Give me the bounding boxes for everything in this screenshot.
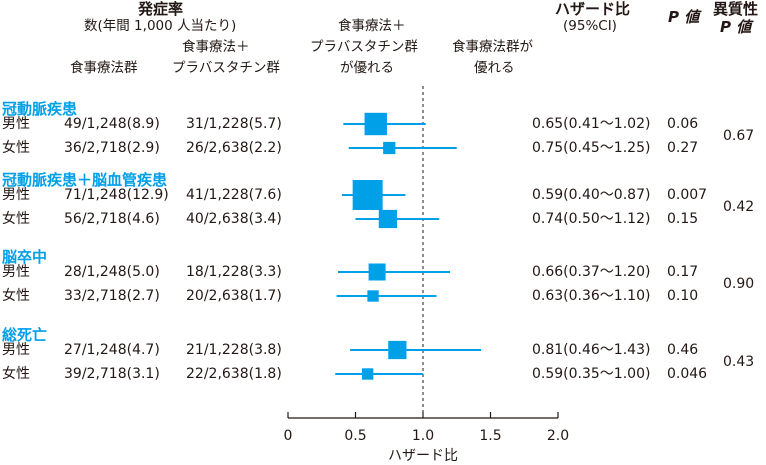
hazard-ratio-value: 0.81(0.46～1.43) [532,342,651,358]
hr-point-marker [364,112,387,136]
sex-label: 女性 [2,288,30,304]
hr-point-marker [383,141,396,155]
hazard-ratio-ci-header: (95%CI) [563,18,617,34]
heterogeneity-header-line2: P 値 [720,18,752,36]
incidence-subtitle: 数(年間 1,000 人当たり) [84,18,237,34]
sex-label: 女性 [2,211,30,227]
x-tick-label: 2.0 [547,428,569,444]
diet-group-value: 36/2,718(2.9) [64,140,160,156]
hazard-ratio-value: 0.74(0.50～1.12) [532,211,651,227]
incidence-title: 発症率 [138,0,184,18]
p-value: 0.17 [667,264,699,280]
group-label: 脳卒中 [2,248,48,266]
combo-group-value: 22/2,638(1.8) [186,366,282,382]
favors-diet-label-line1: 食事療法群が [452,39,533,55]
group-label: 冠動脈疾患＋脳血管疾患 [2,171,168,189]
combo-group-value: 18/1,228(3.3) [186,264,282,280]
hazard-ratio-value: 0.59(0.40～0.87) [532,187,651,203]
hr-point-marker [352,180,383,210]
combo-column-header-line2: プラバスタチン群 [172,60,280,76]
heterogeneity-p-value: 0.43 [723,354,755,370]
hr-point-marker [367,290,379,302]
diet-group-value: 71/1,248(12.9) [64,187,169,203]
combo-column-header-line1: 食事療法＋ [182,39,250,55]
diet-group-value: 49/1,248(8.9) [64,116,160,132]
hr-point-marker [368,263,386,281]
p-value-header: P 値 [668,8,700,26]
combo-group-value: 41/1,228(7.6) [186,187,282,203]
diet-group-value: 27/1,248(4.7) [64,342,160,358]
heterogeneity-p-value: 0.42 [723,199,755,215]
sex-label: 男性 [2,187,30,203]
heterogeneity-p-value: 0.67 [723,128,755,144]
hazard-ratio-value: 0.63(0.36～1.10) [532,288,651,304]
favors-diet-label-line2: 優れる [474,60,515,76]
x-tick-label: 1.5 [479,428,501,444]
diet-group-value: 28/1,248(5.0) [64,264,160,280]
x-tick-label: 0.5 [344,428,366,444]
diet-column-header: 食事療法群 [70,60,138,76]
hr-point-marker [388,340,407,360]
p-value: 0.10 [667,288,699,304]
p-value: 0.27 [667,140,699,156]
sex-label: 女性 [2,366,30,382]
p-value: 0.15 [667,211,699,227]
sex-label: 男性 [2,264,30,280]
x-axis-label: ハザード比 [388,448,458,464]
sex-label: 男性 [2,342,30,358]
combo-group-value: 40/2,638(3.4) [186,211,282,227]
p-value: 0.007 [667,187,708,203]
hazard-ratio-value: 0.59(0.35～1.00) [532,366,651,382]
combo-group-value: 20/2,638(1.7) [186,288,282,304]
combo-group-value: 21/1,228(3.8) [186,342,282,358]
hazard-ratio-value: 0.75(0.45～1.25) [532,140,651,156]
x-tick-label: 0 [284,428,293,444]
sex-label: 男性 [2,116,30,132]
heterogeneity-p-value: 0.90 [723,276,755,292]
p-value: 0.046 [667,366,708,382]
heterogeneity-header-line1: 異質性 [713,0,759,18]
hr-point-marker [361,368,374,380]
hazard-ratio-value: 0.65(0.41～1.02) [532,116,651,132]
diet-group-value: 56/2,718(4.6) [64,211,160,227]
hr-point-marker [378,209,398,229]
favors-combo-label-line2: プラバスタチン群 [310,39,418,55]
combo-group-value: 31/1,228(5.7) [186,116,282,132]
favors-combo-label-line1: 食事療法＋ [338,18,406,34]
p-value: 0.06 [667,116,699,132]
favors-combo-label-line3: が優れる [340,60,394,76]
sex-label: 女性 [2,140,30,156]
group-label: 総死亡 [2,326,48,344]
p-value: 0.46 [667,342,699,358]
hazard-ratio-header: ハザード比 [555,0,631,18]
x-tick-label: 1.0 [412,428,434,444]
group-label: 冠動脈疾患 [2,100,78,118]
combo-group-value: 26/2,638(2.2) [186,140,282,156]
diet-group-value: 39/2,718(3.1) [64,366,160,382]
hazard-ratio-value: 0.66(0.37～1.20) [532,264,651,280]
diet-group-value: 33/2,718(2.7) [64,288,160,304]
